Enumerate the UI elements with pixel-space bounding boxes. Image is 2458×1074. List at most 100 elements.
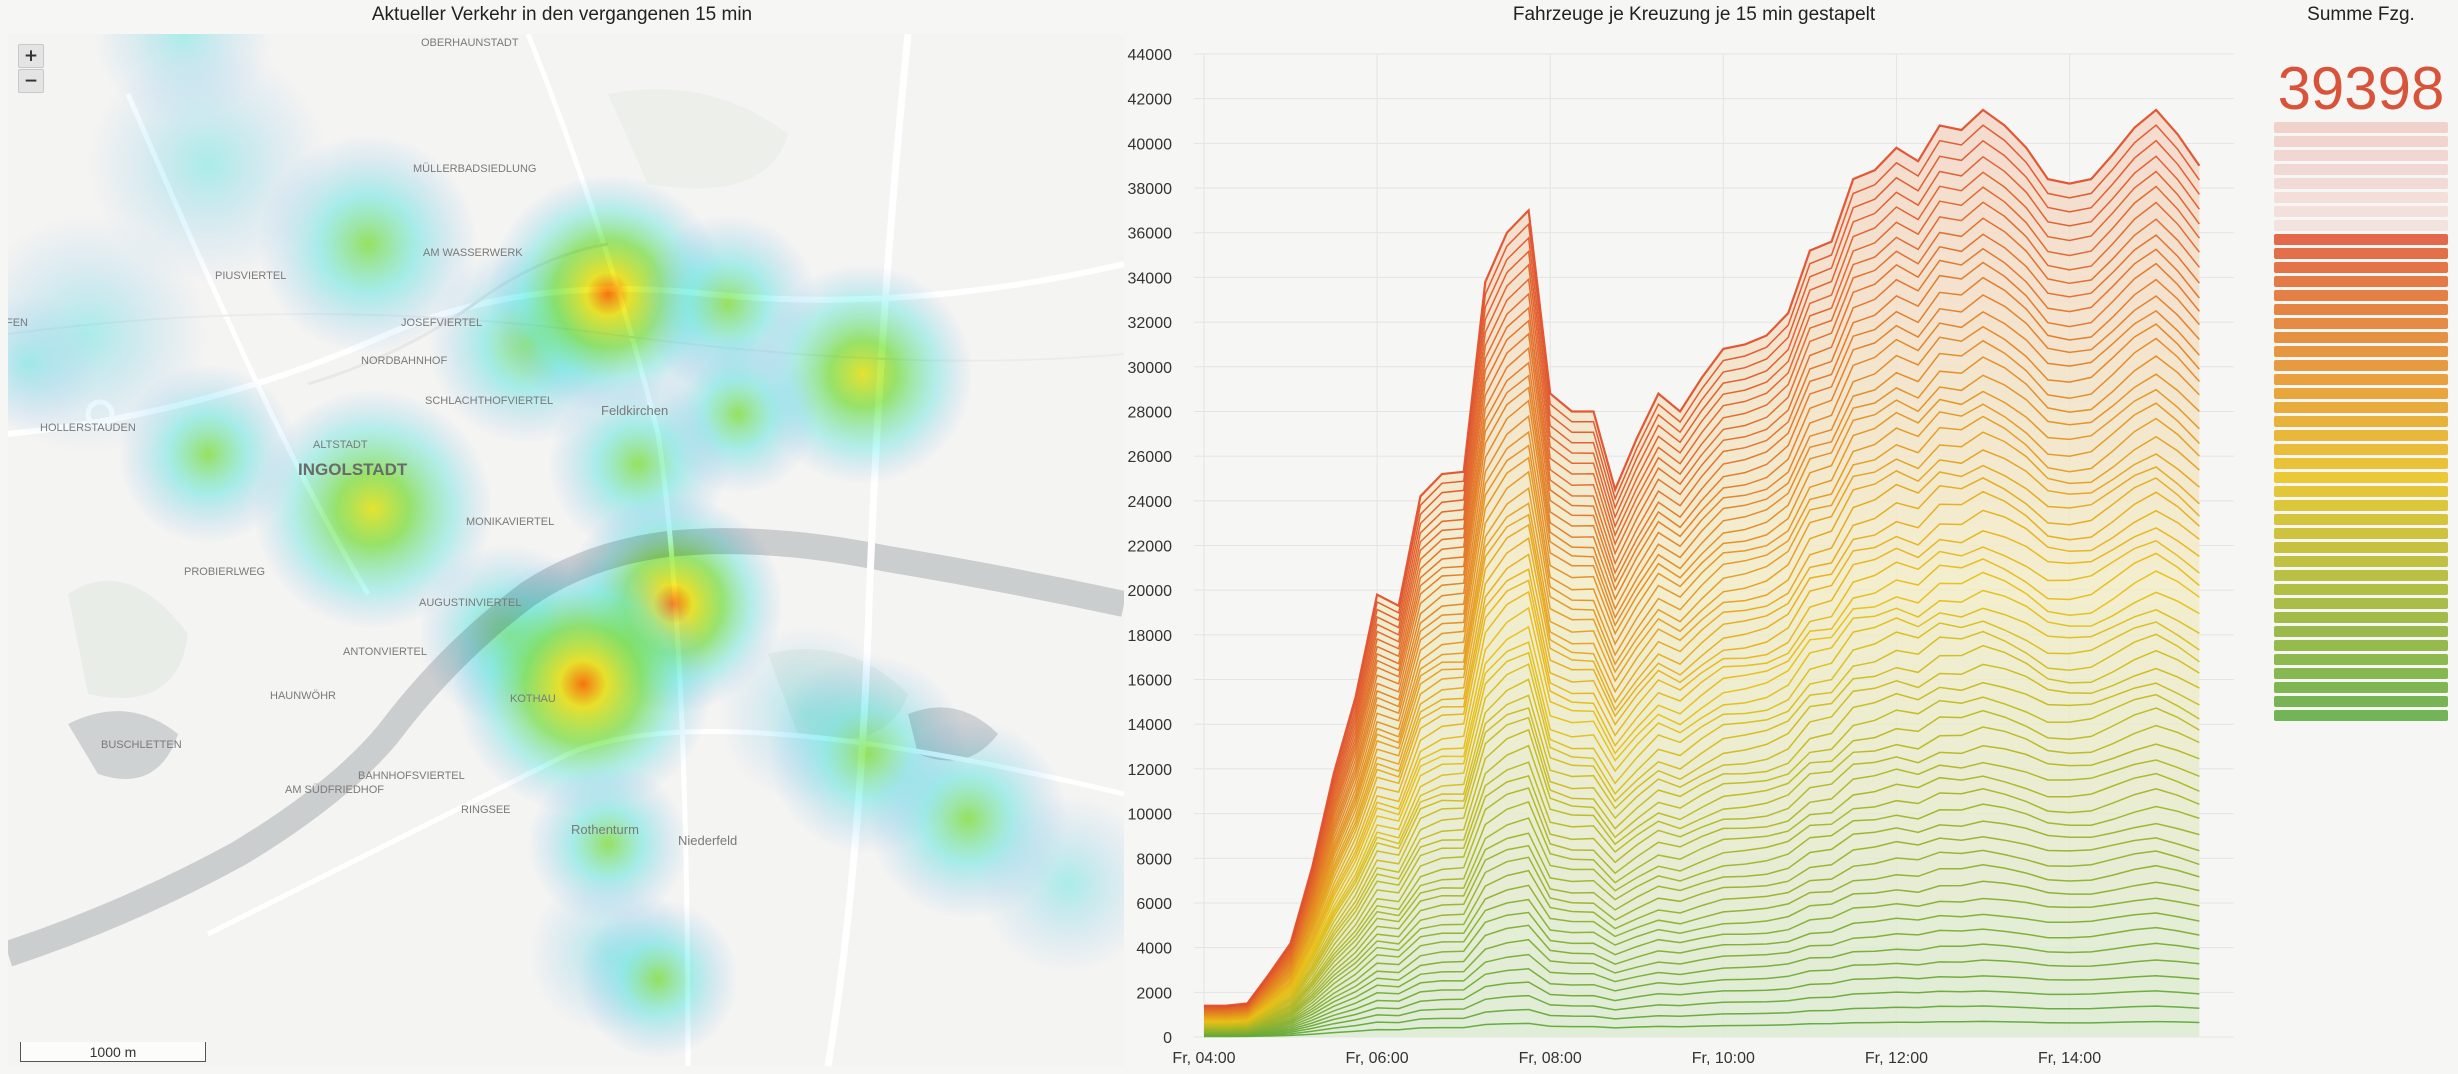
zoom-out-button[interactable]: − — [18, 69, 44, 93]
stack-series-line — [1204, 607, 2200, 1024]
map-district-label: MÜLLERBADSIEDLUNG — [413, 163, 536, 175]
sum-bar — [2274, 444, 2448, 455]
map-district-label: OBERHAUNSTADT — [421, 37, 519, 49]
sum-bar — [2274, 136, 2448, 147]
y-tick-label: 40000 — [1128, 136, 1173, 153]
stack-series-line — [1204, 373, 2200, 1016]
y-tick-label: 30000 — [1128, 360, 1173, 377]
sum-bar — [2274, 248, 2448, 259]
sum-bar-list — [2274, 122, 2448, 724]
sum-bar — [2274, 556, 2448, 567]
stack-series-line — [1204, 294, 2200, 1013]
stack-series-line — [1204, 402, 2200, 1017]
y-tick-label: 24000 — [1128, 494, 1173, 511]
sum-bar — [2274, 178, 2448, 189]
map-district-label: PROBIERLWEG — [184, 566, 265, 578]
map-district-label: BUSCHLETTEN — [101, 739, 182, 751]
stack-series-line — [1204, 490, 2200, 1020]
map-scale-bar: 1000 m — [20, 1042, 206, 1062]
map-district-label: AM SÜDFRIEDHOF — [285, 784, 384, 796]
sum-bar — [2274, 626, 2448, 637]
stack-series-line — [1204, 185, 2201, 1010]
y-tick-label: 16000 — [1128, 673, 1173, 690]
sum-bar — [2274, 234, 2448, 245]
stack-series-line — [1203, 788, 2200, 1030]
map-district-label: ANTONVIERTEL — [343, 646, 427, 658]
heat-layer — [8, 34, 1124, 1059]
y-tick-label: 6000 — [1136, 896, 1172, 913]
stack-series-line — [1204, 276, 2200, 1013]
y-tick-label: 42000 — [1128, 92, 1173, 109]
sum-bar — [2274, 332, 2448, 343]
y-tick-label: 10000 — [1128, 807, 1173, 824]
sum-title: Summe Fzg. — [2307, 4, 2415, 25]
y-tick-label: 22000 — [1128, 539, 1173, 556]
stack-series-line — [1204, 323, 2200, 1014]
y-tick-label: 14000 — [1128, 717, 1173, 734]
stack-series-line — [1204, 990, 2200, 1037]
stack-series-line — [1204, 820, 2200, 1031]
sum-panel: 39398 — [2264, 34, 2458, 1069]
y-tick-label: 36000 — [1128, 226, 1173, 243]
stack-series-line — [1204, 309, 2200, 1014]
sum-bar — [2274, 584, 2448, 595]
stack-series-line — [1204, 724, 2200, 1028]
sum-bar — [2274, 500, 2448, 511]
stack-series-line — [1204, 355, 2200, 1015]
y-tick-label: 26000 — [1128, 449, 1173, 466]
stack-series-line — [1203, 942, 2200, 1035]
stack-series-line — [1204, 261, 2200, 1012]
stack-series-line — [1204, 959, 2200, 1036]
sum-bar — [2274, 346, 2448, 357]
map-district-label: JOSEFVIERTEL — [401, 317, 482, 329]
y-tick-label: 20000 — [1128, 583, 1173, 600]
stack-series-line — [1204, 570, 2200, 1022]
stack-series-line — [1203, 539, 2200, 1022]
sum-bar — [2274, 304, 2448, 315]
map-district-label: NORDBAHNHOF — [361, 355, 447, 367]
y-tick-label: 12000 — [1128, 762, 1173, 779]
sum-bar — [2274, 164, 2448, 175]
stack-series-line — [1204, 509, 2200, 1021]
stack-series-line — [1204, 912, 2200, 1034]
x-tick-label: Fr, 08:00 — [1519, 1050, 1582, 1067]
y-tick-label: 44000 — [1128, 47, 1173, 64]
x-tick-label: Fr, 06:00 — [1346, 1050, 1409, 1067]
map-district-label: Rothenturm — [571, 822, 639, 837]
map-district-label: KOTHAU — [510, 693, 556, 705]
sum-bar — [2274, 276, 2448, 287]
map-district-label: HOLLERSTAUDEN — [40, 422, 136, 434]
stacked-area-chart: 0 2000 4000 6000 8000 10000 12000 14000 16000 180… — [1124, 34, 2264, 1069]
x-tick-label: Fr, 12:00 — [1865, 1050, 1928, 1067]
stack-series-line — [1203, 217, 2200, 1011]
sum-bar — [2274, 402, 2448, 413]
map-district-label: FEN — [8, 317, 28, 329]
zoom-in-button[interactable]: + — [18, 44, 44, 68]
sum-bar — [2274, 290, 2448, 301]
map-district-label: ALTSTADT — [313, 439, 368, 451]
stack-series-line — [1203, 693, 2200, 1027]
sum-bar — [2274, 318, 2448, 329]
stack-series-line — [1203, 849, 2200, 1032]
stack-series-line — [1204, 464, 2200, 1019]
traffic-heatmap[interactable]: OBERHAUNSTADT MÜLLERBADSIEDLUNG AM WASSERW… — [8, 34, 1124, 1066]
stack-series-line — [1204, 155, 2201, 1009]
stack-series-line — [1204, 388, 2200, 1016]
total-vehicles-value: 39398 — [2277, 55, 2445, 122]
stack-series-line — [1204, 835, 2200, 1032]
stack-series-line — [1203, 620, 2200, 1024]
stack-series-line — [1203, 431, 2200, 1018]
y-tick-label: 34000 — [1128, 270, 1173, 287]
sum-bar — [2274, 262, 2448, 273]
sum-bar — [2274, 150, 2448, 161]
stack-series-line — [1204, 415, 2200, 1017]
sum-bar — [2274, 696, 2448, 707]
stack-series-line — [1204, 337, 2200, 1015]
stack-series-line — [1204, 803, 2200, 1030]
sum-bar — [2274, 220, 2448, 231]
sum-bar — [2274, 360, 2448, 371]
sum-bar — [2274, 528, 2448, 539]
sum-bar — [2274, 514, 2448, 525]
stack-series-line — [1204, 201, 2200, 1010]
stack-series-line — [1203, 707, 2200, 1027]
